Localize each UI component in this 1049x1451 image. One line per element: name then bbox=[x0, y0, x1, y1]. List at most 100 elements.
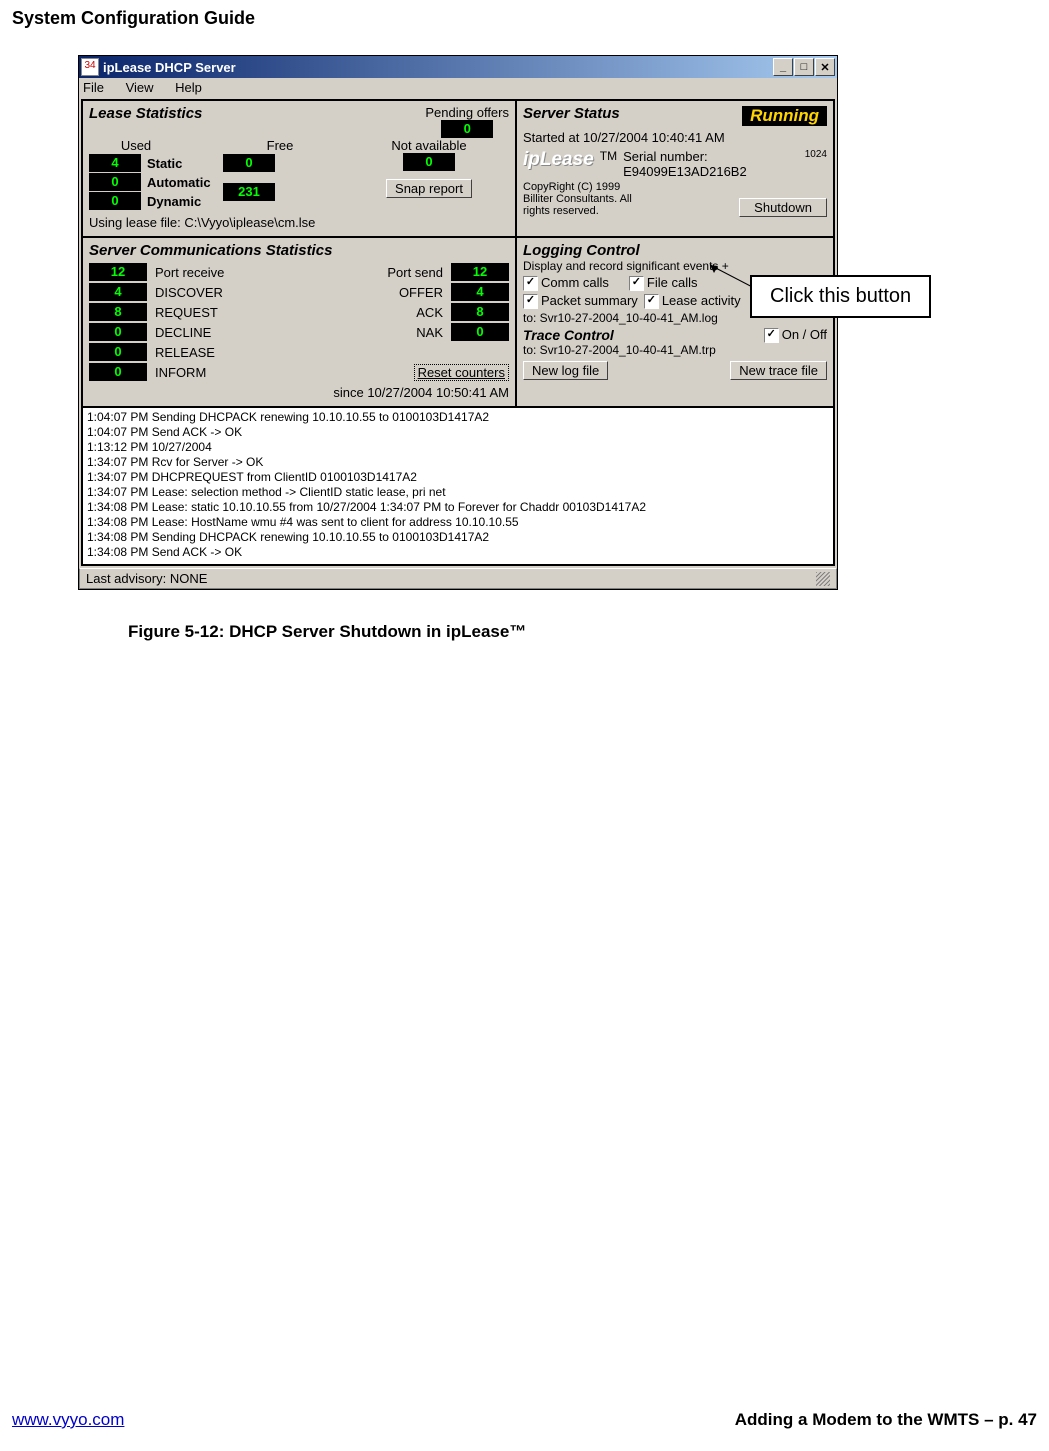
iplease-logo: ipLease bbox=[523, 149, 594, 171]
ack-val: 8 bbox=[451, 303, 509, 321]
serial-label: Serial number: bbox=[623, 149, 708, 164]
automatic-free: 231 bbox=[223, 183, 275, 201]
offer-label: OFFER bbox=[363, 285, 443, 300]
log-line: 1:34:08 PM Lease: static 10.10.10.55 fro… bbox=[87, 500, 829, 515]
release-label: RELEASE bbox=[155, 345, 355, 360]
log-line: 1:34:08 PM Sending DHCPACK renewing 10.1… bbox=[87, 530, 829, 545]
menubar: File View Help bbox=[79, 78, 837, 97]
page-footer: www.vyyo.com Adding a Modem to the WMTS … bbox=[0, 1410, 1049, 1430]
minimize-button[interactable]: _ bbox=[773, 58, 793, 76]
pending-value: 0 bbox=[441, 120, 493, 138]
statusbar-text: Last advisory: NONE bbox=[86, 571, 207, 586]
inform-val: 0 bbox=[89, 363, 147, 381]
lease-file-line: Using lease file: C:\Vyyo\iplease\cm.lse bbox=[89, 215, 509, 230]
comm-stats-title: Server Communications Statistics bbox=[89, 242, 509, 259]
port-receive-val: 12 bbox=[89, 263, 147, 281]
reset-counters-button[interactable]: Reset counters bbox=[418, 365, 505, 380]
app-window: 34 ipLease DHCP Server _ □ ✕ File View H… bbox=[78, 55, 838, 590]
comm-calls-checkbox[interactable]: ✓ bbox=[523, 276, 538, 291]
new-log-button[interactable]: New log file bbox=[523, 361, 608, 380]
ack-label: ACK bbox=[363, 305, 443, 320]
onoff-checkbox[interactable]: ✓ bbox=[764, 328, 779, 343]
comm-stats-panel: Server Communications Statistics 12 Port… bbox=[83, 238, 517, 408]
resize-grip-icon[interactable] bbox=[816, 572, 830, 586]
statusbar: Last advisory: NONE bbox=[79, 568, 837, 589]
automatic-used: 0 bbox=[89, 173, 141, 191]
pending-label: Pending offers bbox=[425, 105, 509, 120]
snap-report-button[interactable]: Snap report bbox=[386, 179, 472, 198]
discover-label: DISCOVER bbox=[155, 285, 355, 300]
logging-subtitle: Display and record significant events + bbox=[523, 259, 827, 273]
packet-summary-checkbox[interactable]: ✓ bbox=[523, 294, 538, 309]
file-calls-label: File calls bbox=[647, 275, 698, 290]
dynamic-used: 0 bbox=[89, 192, 141, 210]
free-label: Free bbox=[253, 138, 307, 153]
static-free: 0 bbox=[223, 154, 275, 172]
trace-title: Trace Control bbox=[523, 327, 614, 343]
menu-file[interactable]: File bbox=[83, 80, 104, 95]
maximize-button[interactable]: □ bbox=[794, 58, 814, 76]
used-label: Used bbox=[109, 138, 163, 153]
not-avail-value: 0 bbox=[403, 153, 455, 171]
file-calls-checkbox[interactable]: ✓ bbox=[629, 276, 644, 291]
log-area: 1:04:07 PM Sending DHCPACK renewing 10.1… bbox=[83, 408, 833, 564]
close-button[interactable]: ✕ bbox=[815, 58, 835, 76]
figure-caption: Figure 5-12: DHCP Server Shutdown in ipL… bbox=[128, 622, 526, 642]
titlebar: 34 ipLease DHCP Server _ □ ✕ bbox=[79, 56, 837, 78]
inform-label: INFORM bbox=[155, 365, 355, 380]
static-label: Static bbox=[147, 156, 217, 171]
log-line: 1:34:07 PM Rcv for Server -> OK bbox=[87, 455, 829, 470]
request-label: REQUEST bbox=[155, 305, 355, 320]
onoff-label: On / Off bbox=[782, 327, 827, 342]
lease-activity-label: Lease activity bbox=[662, 293, 741, 308]
server-status-panel: Server Status Running Started at 10/27/2… bbox=[517, 101, 833, 238]
copyright-text: CopyRight (C) 1999 Billiter Consultants.… bbox=[523, 181, 632, 217]
comm-calls-label: Comm calls bbox=[541, 275, 609, 290]
automatic-label: Automatic bbox=[147, 175, 217, 190]
since-line: since 10/27/2004 10:50:41 AM bbox=[89, 385, 509, 400]
request-val: 8 bbox=[89, 303, 147, 321]
logging-panel: Logging Control Display and record signi… bbox=[517, 238, 833, 408]
static-used: 4 bbox=[89, 154, 141, 172]
serial-small: 1024 bbox=[805, 149, 827, 160]
menu-view[interactable]: View bbox=[126, 80, 154, 95]
decline-val: 0 bbox=[89, 323, 147, 341]
log-line: 1:34:07 PM Lease: selection method -> Cl… bbox=[87, 485, 829, 500]
log-line: 1:34:07 PM DHCPREQUEST from ClientID 010… bbox=[87, 470, 829, 485]
nak-label: NAK bbox=[363, 325, 443, 340]
nak-val: 0 bbox=[451, 323, 509, 341]
release-val: 0 bbox=[89, 343, 147, 361]
new-trace-button[interactable]: New trace file bbox=[730, 361, 827, 380]
started-line: Started at 10/27/2004 10:40:41 AM bbox=[523, 130, 827, 145]
serial-value: E94099E13AD216B2 bbox=[623, 164, 747, 179]
footer-link[interactable]: www.vyyo.com bbox=[12, 1410, 124, 1430]
log-line: 1:34:08 PM Lease: HostName wmu #4 was se… bbox=[87, 515, 829, 530]
page-header: System Configuration Guide bbox=[12, 8, 1037, 29]
log-line: 1:04:07 PM Send ACK -> OK bbox=[87, 425, 829, 440]
lease-stats-panel: Lease Statistics Pending offers 0 Used F… bbox=[83, 101, 517, 238]
offer-val: 4 bbox=[451, 283, 509, 301]
lease-stats-title: Lease Statistics bbox=[89, 105, 202, 134]
window-title: ipLease DHCP Server bbox=[103, 60, 773, 75]
trace-to-line: to: Svr10-27-2004_10-40-41_AM.trp bbox=[523, 343, 827, 357]
logging-title: Logging Control bbox=[523, 242, 827, 259]
lease-activity-checkbox[interactable]: ✓ bbox=[644, 294, 659, 309]
app-icon: 34 bbox=[81, 58, 99, 76]
port-receive-label: Port receive bbox=[155, 265, 355, 280]
shutdown-button[interactable]: Shutdown bbox=[739, 198, 827, 217]
menu-help[interactable]: Help bbox=[175, 80, 202, 95]
port-send-val: 12 bbox=[451, 263, 509, 281]
log-line: 1:13:12 PM 10/27/2004 bbox=[87, 440, 829, 455]
server-status-title: Server Status bbox=[523, 105, 620, 122]
footer-page-info: Adding a Modem to the WMTS – p. 47 bbox=[735, 1410, 1037, 1430]
decline-label: DECLINE bbox=[155, 325, 355, 340]
discover-val: 4 bbox=[89, 283, 147, 301]
tm-label: TM bbox=[600, 149, 617, 163]
running-badge: Running bbox=[742, 106, 827, 126]
port-send-label: Port send bbox=[363, 265, 443, 280]
callout-box: Click this button bbox=[750, 275, 931, 318]
log-line: 1:34:08 PM Send ACK -> OK bbox=[87, 545, 829, 560]
packet-summary-label: Packet summary bbox=[541, 293, 638, 308]
dynamic-label: Dynamic bbox=[147, 194, 217, 209]
not-avail-label: Not available bbox=[391, 138, 466, 153]
